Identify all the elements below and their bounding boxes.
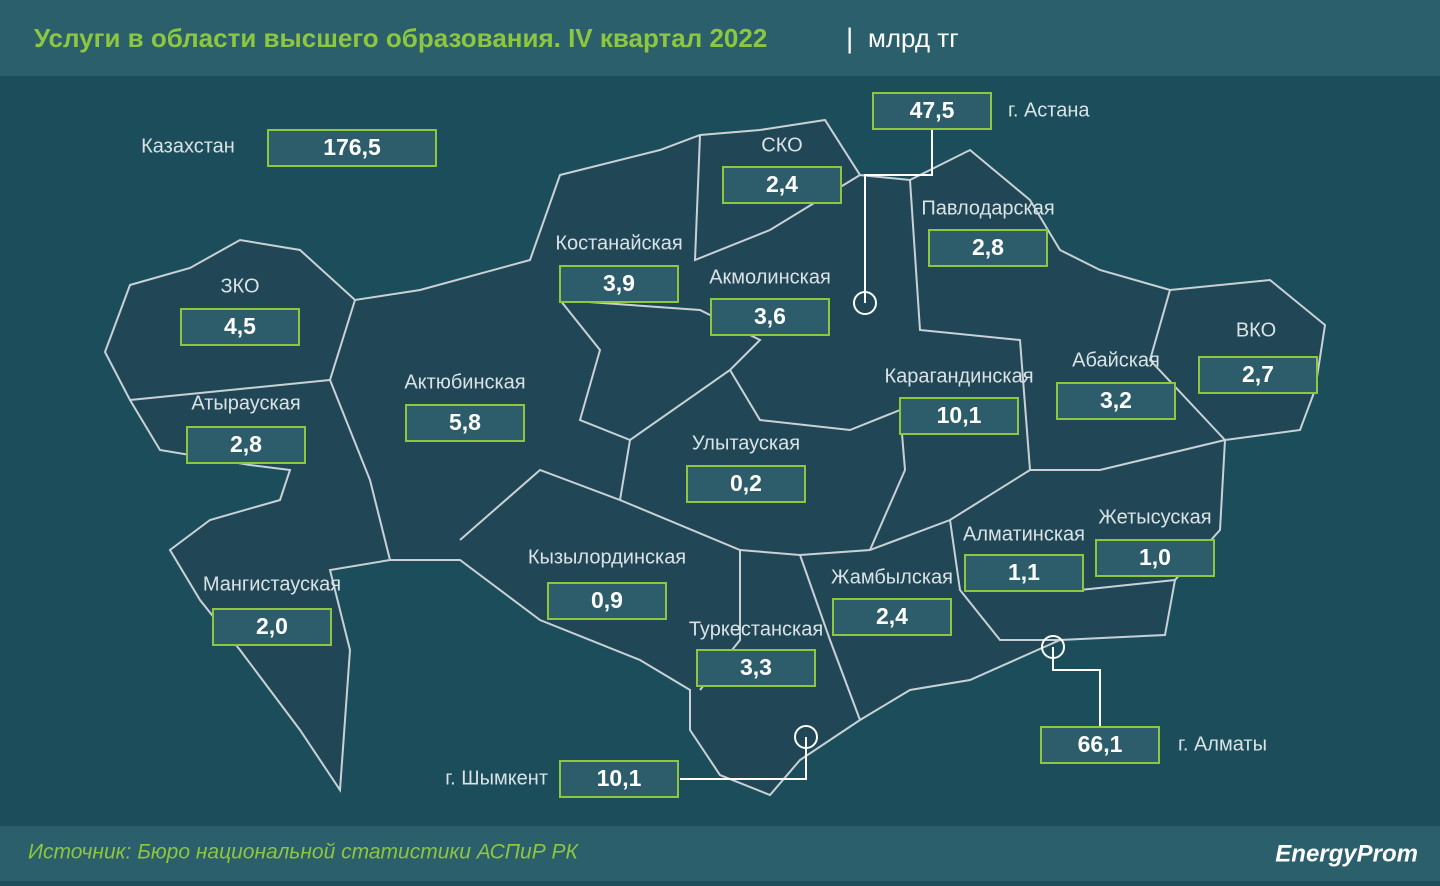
value: 3,6 xyxy=(754,303,786,329)
value-box xyxy=(899,397,1019,435)
border xyxy=(619,369,907,557)
value: 47,5 xyxy=(910,97,955,123)
value: 3,2 xyxy=(1100,387,1132,413)
value-box xyxy=(872,92,992,130)
value-box xyxy=(696,649,816,687)
border xyxy=(559,299,762,441)
header-band xyxy=(0,0,1440,76)
value: 10,1 xyxy=(597,765,642,791)
border xyxy=(949,519,1060,641)
region-label: г. Шымкент xyxy=(445,767,548,789)
value: 0,9 xyxy=(591,587,623,613)
value-box xyxy=(832,598,952,636)
value-box xyxy=(710,298,830,336)
value: 5,8 xyxy=(449,409,481,435)
region-label: Мангистауская xyxy=(203,573,341,595)
border xyxy=(129,379,331,401)
value: 66,1 xyxy=(1078,731,1123,757)
region-label: ЗКО xyxy=(220,275,259,297)
separator: | xyxy=(846,22,853,53)
region-label: Туркестанская xyxy=(689,618,823,640)
region-label: Карагандинская xyxy=(884,365,1033,387)
region-label: Атырауская xyxy=(191,392,300,414)
city-marker xyxy=(794,725,818,749)
region-label: Абайская xyxy=(1072,349,1160,371)
value: 3,9 xyxy=(603,270,635,296)
value-box xyxy=(559,760,679,798)
region-label: Актюбинская xyxy=(404,371,525,393)
value: 2,7 xyxy=(1242,361,1274,387)
value-box xyxy=(1056,382,1176,420)
country-outline xyxy=(103,118,1327,797)
value-box xyxy=(964,554,1084,592)
value: 2,0 xyxy=(256,613,288,639)
region-label: Кызылординская xyxy=(528,546,686,568)
region-label: г. Алматы xyxy=(1178,733,1267,755)
connector xyxy=(864,129,933,303)
value-box xyxy=(267,129,437,167)
value: 2,8 xyxy=(230,431,262,457)
border xyxy=(909,179,1226,471)
city-marker xyxy=(853,291,877,315)
border xyxy=(1079,579,1176,591)
value: 2,4 xyxy=(766,171,798,197)
region-label: Улытауская xyxy=(692,432,800,454)
value-box xyxy=(180,308,300,346)
value: 176,5 xyxy=(323,134,381,160)
source: Источник: Бюро национальной статистики А… xyxy=(28,841,580,864)
logo: EnergyProm xyxy=(1275,840,1418,867)
value: 1,1 xyxy=(1008,559,1040,585)
region-label: СКО xyxy=(761,134,802,156)
value-box xyxy=(186,426,306,464)
value: 3,3 xyxy=(740,654,772,680)
region-label: Жамбылская xyxy=(831,566,953,588)
value: 1,0 xyxy=(1139,544,1171,570)
value-box xyxy=(547,582,667,620)
value: 0,2 xyxy=(730,470,762,496)
value-box xyxy=(405,404,525,442)
region-label: Жетысуская xyxy=(1098,506,1211,528)
value-box xyxy=(559,265,679,303)
value-box xyxy=(686,465,806,503)
value-box xyxy=(1198,356,1318,394)
city-marker xyxy=(1041,635,1065,659)
value: 4,5 xyxy=(224,313,256,339)
border xyxy=(328,299,391,561)
value: 2,4 xyxy=(876,603,908,629)
value: 2,8 xyxy=(972,234,1004,260)
border xyxy=(799,554,861,721)
value-box xyxy=(1040,726,1160,764)
unit: млрд тг xyxy=(868,23,959,53)
region-label: ВКО xyxy=(1236,319,1276,341)
connector xyxy=(680,737,807,780)
region-label: Акмолинская xyxy=(709,266,831,288)
region-label: Алматинская xyxy=(963,523,1085,545)
value-box xyxy=(722,166,842,204)
border xyxy=(1148,289,1226,441)
total-label: Казахстан xyxy=(141,135,235,157)
value-box xyxy=(212,608,332,646)
title: Услуги в области высшего образования. IV… xyxy=(34,23,767,53)
region-label: г. Астана xyxy=(1008,99,1090,121)
value-box xyxy=(1095,539,1215,577)
value: 10,1 xyxy=(937,402,982,428)
footer-band xyxy=(0,826,1440,881)
value-box xyxy=(928,229,1048,267)
region-label: Павлодарская xyxy=(921,197,1054,219)
region-label: Костанайская xyxy=(555,232,682,254)
region-borders xyxy=(129,134,1226,721)
